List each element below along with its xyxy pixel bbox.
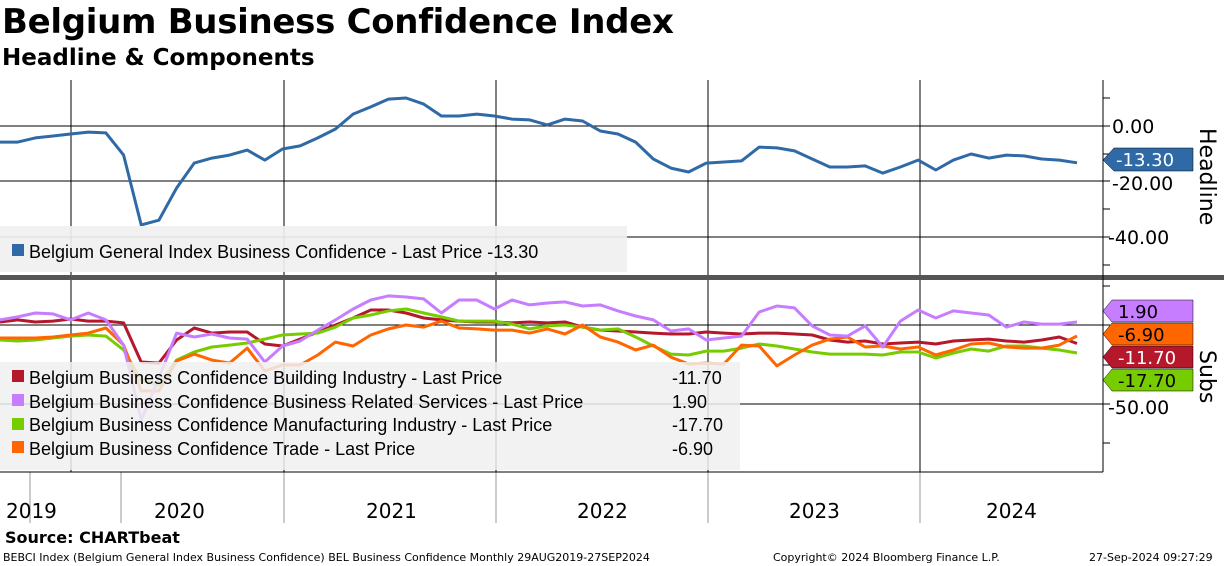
legend-entry: Belgium Business Confidence Trade - Last…	[29, 439, 415, 459]
panel-separator	[0, 275, 1224, 280]
legend-value: 1.90	[672, 392, 707, 412]
footer-copyright: Copyright© 2024 Bloomberg Finance L.P.	[773, 551, 1000, 564]
svg-text:-13.30: -13.30	[1116, 150, 1174, 171]
legend-value: -11.70	[672, 368, 722, 388]
footer-description: BEBCI Index (Belgium General Index Busin…	[3, 551, 650, 564]
x-tick-label: 2022	[577, 499, 628, 523]
x-tick-label: 2023	[789, 499, 840, 523]
legend-headline: Belgium General Index Business Confidenc…	[0, 226, 627, 272]
last-value-tag-headline: -13.30	[1102, 147, 1194, 172]
legend-entry: Belgium General Index Business Confidenc…	[29, 242, 538, 262]
headline-series-group	[0, 96, 1078, 227]
legend-swatch	[12, 370, 24, 382]
x-tick-label: 2021	[366, 499, 417, 523]
legend-entry: Belgium Business Confidence Business Rel…	[29, 392, 583, 412]
svg-text:1.90: 1.90	[1118, 302, 1158, 323]
legend-background	[0, 226, 627, 272]
last-value-tag-trade: -6.90	[1102, 322, 1194, 346]
series-line-trade	[0, 319, 1078, 393]
y-axis-title-headline: Headline	[1194, 128, 1219, 225]
y-tick-label: -40.00	[1108, 227, 1169, 249]
source-label: Source: CHARTbeat	[5, 528, 180, 547]
series-line-services	[0, 294, 1078, 422]
svg-text:-6.90: -6.90	[1118, 325, 1165, 346]
legend-entry: Belgium Business Confidence Building Ind…	[29, 368, 502, 388]
legend-value: -6.90	[672, 439, 713, 459]
legend-subs: Belgium Business Confidence Building Ind…	[0, 362, 740, 470]
chart-title: Belgium Business Confidence Index	[2, 2, 674, 42]
legend-swatch	[12, 441, 24, 453]
last-value-tag-building: -11.70	[1102, 345, 1194, 369]
legend-background	[0, 362, 740, 470]
x-tick-label: 2019	[6, 499, 57, 523]
x-tick-label: 2024	[986, 499, 1037, 523]
x-tick-label: 2020	[154, 499, 205, 523]
legend-swatch	[12, 244, 24, 256]
legend-swatch	[12, 394, 24, 406]
y-tick-label: -50.00	[1108, 397, 1169, 419]
subs-series-group	[0, 294, 1078, 422]
legend-value: -17.70	[672, 415, 723, 435]
y-axis-title-subs: Subs	[1194, 350, 1219, 403]
y-tick-label: 0.00	[1112, 116, 1154, 138]
legend-swatch	[12, 418, 24, 430]
svg-text:-11.70: -11.70	[1118, 348, 1176, 369]
legend-entry: Belgium Business Confidence Manufacturin…	[29, 415, 552, 435]
series-line-headline	[0, 96, 1078, 227]
series-line-building	[0, 308, 1078, 365]
last-value-tag-manufacturing: -17.70	[1102, 368, 1194, 392]
footer-timestamp: 27-Sep-2024 09:27:29	[1089, 551, 1213, 564]
last-value-tag-services: 1.90	[1102, 299, 1194, 323]
chart-subtitle: Headline & Components	[2, 45, 315, 71]
svg-text:-17.70: -17.70	[1118, 371, 1176, 392]
y-tick-label: -20.00	[1112, 173, 1173, 195]
y-axis-minor-ticks	[1103, 97, 1110, 444]
